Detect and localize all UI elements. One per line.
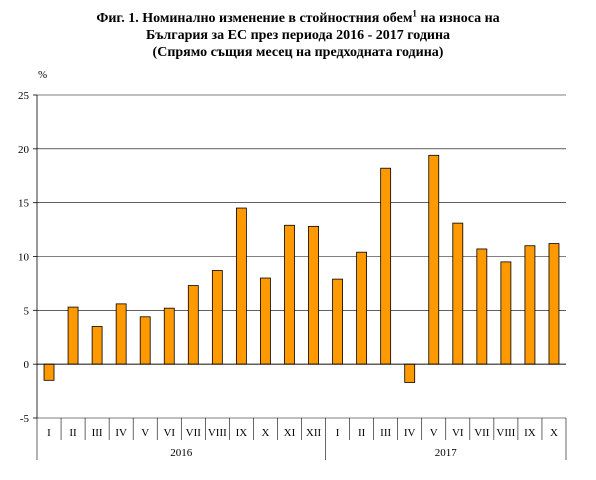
bar — [67, 306, 79, 365]
y-tick-label: 10 — [18, 252, 30, 264]
x-group-label: 2017 — [435, 447, 458, 459]
x-tick-label: VI — [452, 427, 464, 439]
y-tick-label: 15 — [18, 198, 30, 210]
x-tick-label: X — [261, 427, 269, 439]
bar — [428, 154, 440, 365]
bar — [548, 243, 560, 365]
y-tick-label: 25 — [18, 90, 30, 102]
x-tick-label: IV — [115, 427, 127, 439]
x-tick-label: V — [141, 427, 149, 439]
bar — [211, 270, 223, 365]
bars — [43, 154, 560, 383]
bar — [260, 277, 271, 365]
x-tick-label: VII — [474, 427, 490, 439]
chart-title-line-3: (Спрямо същия месец на предходната годин… — [152, 45, 444, 60]
x-tick-label: III — [92, 427, 103, 439]
x-tick-label: X — [550, 427, 558, 439]
chart-title-line-1: Фиг. 1. Номинално изменение в стойностни… — [96, 8, 500, 26]
bar — [115, 303, 127, 365]
x-tick-label: II — [69, 427, 77, 439]
bar — [43, 363, 55, 381]
x-group-label: 2016 — [170, 447, 193, 459]
x-tick-label: I — [336, 427, 340, 439]
x-tick-label: XII — [306, 427, 322, 439]
bar — [235, 207, 247, 365]
bar — [380, 167, 392, 365]
x-tick-label: I — [47, 427, 51, 439]
x-axis-tick-labels: I II III IV V VI VII VIII IX X XI XII I II III IV V VI VII… — [47, 427, 558, 439]
x-tick-label: VI — [163, 427, 175, 439]
x-tick-label: II — [358, 427, 366, 439]
bar — [163, 307, 175, 365]
y-tick-label: 20 — [18, 144, 30, 156]
bar — [476, 248, 488, 365]
bar — [332, 278, 343, 365]
x-tick-label: III — [380, 427, 391, 439]
x-tick-label: XI — [284, 427, 296, 439]
chart-title: Фиг. 1. Номинално изменение в стойностни… — [0, 8, 596, 61]
bar — [91, 326, 103, 365]
x-tick-label: VIII — [208, 427, 227, 439]
x-tick-label: IX — [524, 427, 536, 439]
bar — [308, 225, 319, 365]
x-tick-label: IX — [236, 427, 248, 439]
bar — [356, 251, 368, 365]
y-tick-label: -5 — [20, 413, 30, 425]
chart-title-line-2: България за ЕС през периода 2016 - 2017 … — [145, 28, 451, 43]
y-tick-label: 0 — [24, 359, 30, 371]
bar — [139, 316, 151, 365]
x-axis-year-labels: 2016 2017 — [170, 447, 457, 459]
x-tick-label: VIII — [496, 427, 515, 439]
bar — [500, 261, 512, 365]
y-axis-tick-labels: 25 20 15 10 5 0 -5 — [18, 90, 30, 425]
bar — [404, 363, 416, 383]
bar — [187, 285, 199, 365]
y-axis-unit-label: % — [38, 69, 47, 81]
bar — [452, 222, 464, 365]
bar — [284, 224, 295, 365]
x-tick-label: IV — [404, 427, 416, 439]
x-tick-label: V — [430, 427, 438, 439]
y-tick-label: 5 — [24, 305, 30, 317]
axes — [33, 94, 567, 460]
bar — [524, 245, 536, 365]
x-tick-label: VII — [186, 427, 202, 439]
